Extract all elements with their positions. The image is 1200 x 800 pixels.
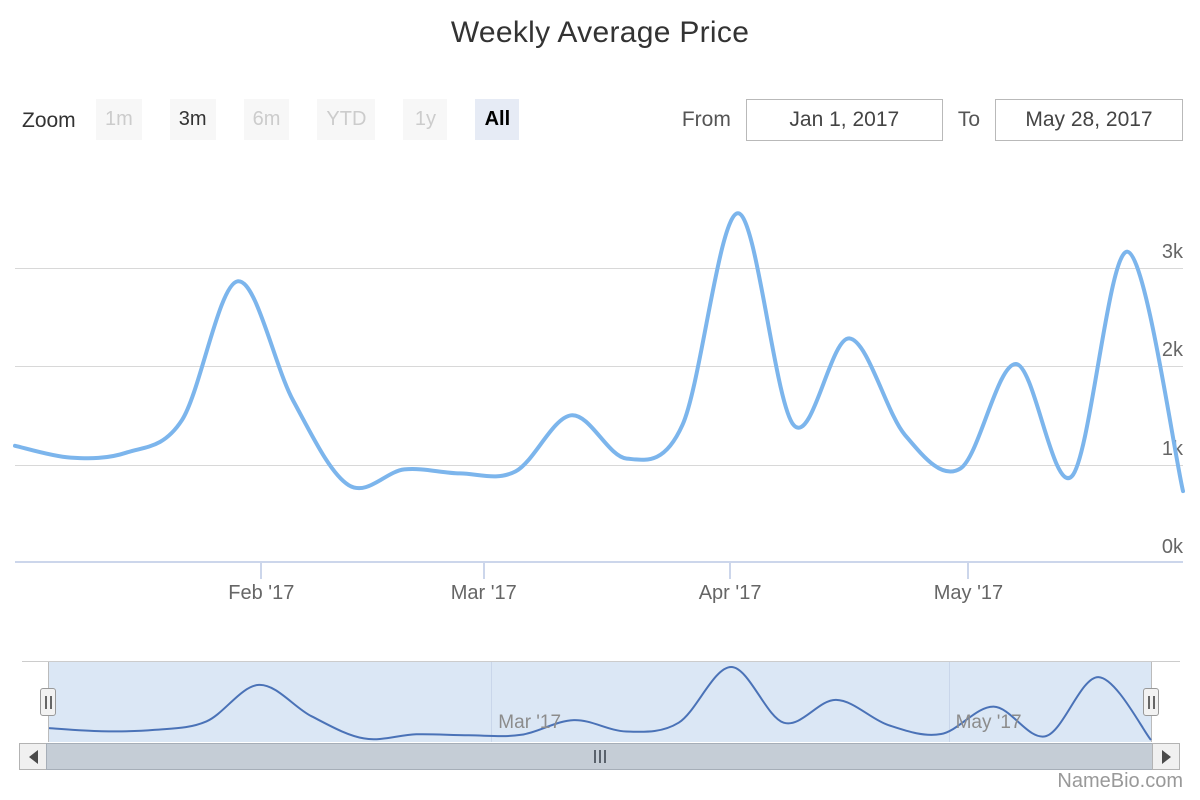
- handle-grip-icon: [1147, 695, 1150, 709]
- y-axis-label-3k: 3k: [1161, 240, 1183, 263]
- x-axis-label-feb: Feb '17: [228, 582, 295, 604]
- handle-grip-icon: [49, 695, 52, 709]
- y-gridline-3k: [15, 267, 1183, 269]
- left-arrow-icon: [28, 749, 38, 764]
- right-arrow-icon: [1161, 749, 1171, 764]
- handle-grip-icon: [44, 695, 47, 709]
- navigator-label-may: May '17: [955, 712, 1022, 733]
- credits-link[interactable]: NameBio.com: [1057, 770, 1183, 792]
- range-button-all[interactable]: All: [475, 99, 520, 140]
- navigator-label-mar: Mar '17: [498, 712, 562, 733]
- range-button-1m: 1m: [96, 99, 142, 140]
- range-button-6m: 6m: [243, 99, 290, 140]
- to-date-input[interactable]: [995, 99, 1183, 141]
- x-axis-line: [15, 561, 1183, 563]
- x-axis-tick: [260, 563, 263, 579]
- range-selector: 1m 3m 6m YTD 1y All: [96, 99, 520, 140]
- price-line[interactable]: [13, 211, 1185, 494]
- handle-grip-icon: [1152, 695, 1155, 709]
- scrollbar-right-button[interactable]: [1152, 743, 1180, 770]
- range-button-3m[interactable]: 3m: [169, 99, 216, 140]
- from-label: From: [681, 108, 731, 131]
- from-date-input[interactable]: [745, 99, 943, 141]
- x-axis-label-mar: Mar '17: [450, 582, 517, 604]
- scrollbar-thumb[interactable]: [47, 744, 1152, 769]
- y-axis-label-1k: 1k: [1161, 437, 1183, 460]
- y-gridline-2k: [15, 366, 1183, 367]
- scrollbar-grip-icon: [593, 750, 596, 763]
- scrollbar-track[interactable]: [46, 743, 1153, 770]
- zoom-label: Zoom: [22, 109, 76, 132]
- x-axis-label-may: May '17: [933, 582, 1004, 604]
- chart-title: Weekly Average Price: [450, 16, 750, 49]
- y-axis-label-2k: 2k: [1161, 339, 1183, 361]
- navigator-right-handle[interactable]: [1143, 688, 1159, 716]
- y-gridline-1k: [15, 464, 1183, 466]
- scrollbar-left-button[interactable]: [19, 743, 47, 770]
- navigator-gridline: [948, 662, 950, 742]
- navigator-gridline: [491, 662, 493, 742]
- x-axis-tick: [482, 563, 485, 579]
- x-axis-label-apr: Apr '17: [698, 582, 762, 604]
- x-axis-tick: [729, 563, 732, 579]
- range-button-1y: 1y: [403, 99, 448, 140]
- scrollbar-grip-icon: [603, 750, 606, 763]
- range-button-ytd: YTD: [317, 99, 376, 140]
- date-range-controls: From To: [682, 99, 1183, 141]
- to-label: To: [957, 108, 980, 131]
- navigator-outline: [22, 661, 1180, 662]
- navigator-left-handle[interactable]: [40, 688, 56, 716]
- scrollbar-grip-icon: [598, 750, 601, 763]
- x-axis-tick: [967, 563, 970, 579]
- y-axis-label-0k: 0k: [1161, 536, 1183, 558]
